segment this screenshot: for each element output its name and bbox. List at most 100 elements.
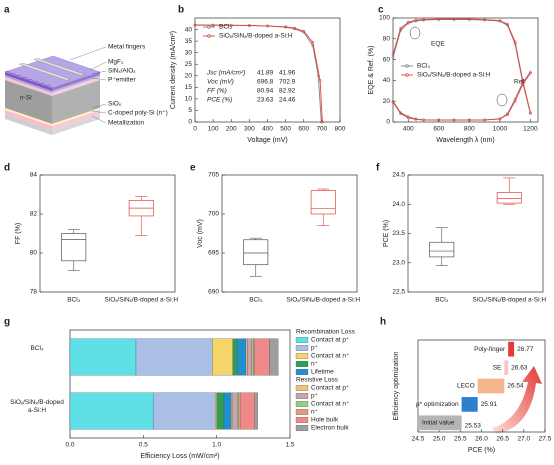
y-tick-label: 690: [208, 289, 219, 296]
marker: [528, 71, 532, 75]
legend-marker: [207, 34, 211, 38]
layer-front: [5, 77, 52, 96]
y-tick-label: 25: [185, 61, 193, 68]
stat-value: 80.94: [257, 88, 274, 95]
x-tick-label: 0.0: [65, 442, 74, 449]
stat-label: Voc (mV): [207, 79, 234, 86]
plot-frame: [69, 329, 291, 439]
x-tick-label: 26.0: [475, 436, 488, 443]
layer-front: [5, 114, 52, 135]
marker: [422, 118, 425, 122]
bar-segment: [69, 392, 154, 430]
y-tick-label: BCl₃: [30, 345, 44, 352]
y-tick-label: 20: [185, 72, 193, 79]
marker: [513, 99, 517, 103]
y-tick-label: 24.5: [392, 172, 405, 179]
bar-segment: [253, 338, 255, 376]
legend-swatch: [295, 409, 309, 415]
marker: [406, 20, 410, 24]
stat-label: PCE (%): [207, 97, 232, 104]
x-tick-label: 1000: [493, 126, 508, 133]
marker: [437, 118, 441, 122]
legend-swatch: [295, 401, 309, 407]
legend-label: n⁺: [311, 409, 319, 416]
value-label: 26.63: [511, 364, 528, 371]
stat-value: 82.92: [279, 88, 296, 95]
value-label: 25.53: [465, 423, 482, 430]
marker: [320, 120, 324, 124]
annotation: Ref.: [514, 79, 526, 86]
bar-segment: [237, 338, 247, 376]
marker: [247, 23, 251, 27]
y-tick-label: 10: [185, 96, 193, 103]
bar-segment: [231, 392, 233, 430]
x-tick-label: BCl₃: [249, 297, 262, 304]
panel-letter: a: [4, 5, 10, 16]
legend-label: Contact at n⁺: [311, 401, 350, 408]
marker: [498, 117, 502, 121]
marker: [483, 118, 487, 122]
x-axis-label: Efficiency Loss (mW/cm²): [140, 453, 219, 460]
y-tick-label: 23.0: [392, 259, 405, 266]
y-axis-label: EQE & Ref. (%): [368, 45, 375, 94]
x-tick-label: 800: [464, 126, 475, 133]
legend-marker: [405, 64, 409, 68]
device-label: SiOₓ: [108, 101, 122, 108]
y-tick-label: 20: [383, 98, 391, 105]
y-axis-label: Efficiency optimization: [393, 351, 400, 420]
leader-line: [91, 70, 107, 75]
legend-label: BCl₃: [219, 24, 232, 31]
layer-front: [5, 108, 52, 126]
bar-segment: [254, 338, 270, 376]
legend-label: Hole bulk: [311, 417, 339, 424]
legend-label: Contact at p⁺: [311, 337, 350, 344]
annotation: EQE: [431, 41, 445, 48]
bar-segment: [223, 392, 232, 430]
x-tick-label: 0: [193, 126, 197, 133]
legend-label: Lifetime: [311, 369, 334, 376]
marker: [528, 111, 532, 115]
x-tick-label: 800: [335, 126, 346, 133]
leader-line: [91, 103, 107, 109]
marker: [506, 113, 509, 117]
x-tick-label: 600: [433, 126, 444, 133]
bar-segment: [237, 392, 239, 430]
plot-frame: [221, 174, 358, 293]
legend-label: BCl₃: [417, 63, 430, 70]
y-axis-label: Current density (mA/cm²): [170, 31, 177, 109]
legend-label: Contact at n⁺: [311, 353, 350, 360]
legend-label: Contact at p⁺: [311, 385, 350, 392]
value-label: 26.77: [517, 346, 534, 353]
marker: [211, 23, 215, 27]
plot-frame: [407, 174, 544, 293]
y-axis-label: PCE (%): [383, 220, 390, 247]
y-tick-label: 24.0: [392, 201, 405, 208]
legend-swatch: [295, 361, 309, 367]
step-label: ρ* optimization: [416, 401, 459, 408]
x-tick-label: 25.5: [454, 436, 467, 443]
marker: [399, 112, 403, 116]
y-tick-label: 700: [208, 211, 219, 218]
marker: [311, 40, 315, 44]
x-tick-label: BCl₃: [67, 297, 80, 304]
marker: [521, 78, 525, 82]
step-label: SE: [493, 364, 502, 371]
marker: [506, 22, 509, 26]
stat-value: 702.9: [279, 79, 296, 86]
x-tick-label: 600: [298, 126, 309, 133]
legend-swatch: [295, 393, 309, 399]
marker: [498, 19, 502, 23]
device-label: P⁺emitter: [108, 77, 136, 84]
marker: [318, 78, 322, 82]
layer-side: [52, 77, 100, 96]
legend-label: p⁺: [311, 393, 319, 400]
y-tick-label: 80: [383, 36, 391, 43]
x-tick-label: 200: [226, 126, 237, 133]
layer-side: [52, 110, 100, 130]
line-series: [392, 18, 531, 113]
box: [429, 241, 455, 258]
legend-label: SiOₓ/SiNₓ/B-doped a-Si:H: [219, 33, 293, 40]
stat-value: 41.89: [257, 70, 274, 77]
device-label: SiNₓ/AlOₓ: [108, 68, 136, 75]
x-tick-label: 27.5: [539, 436, 552, 443]
